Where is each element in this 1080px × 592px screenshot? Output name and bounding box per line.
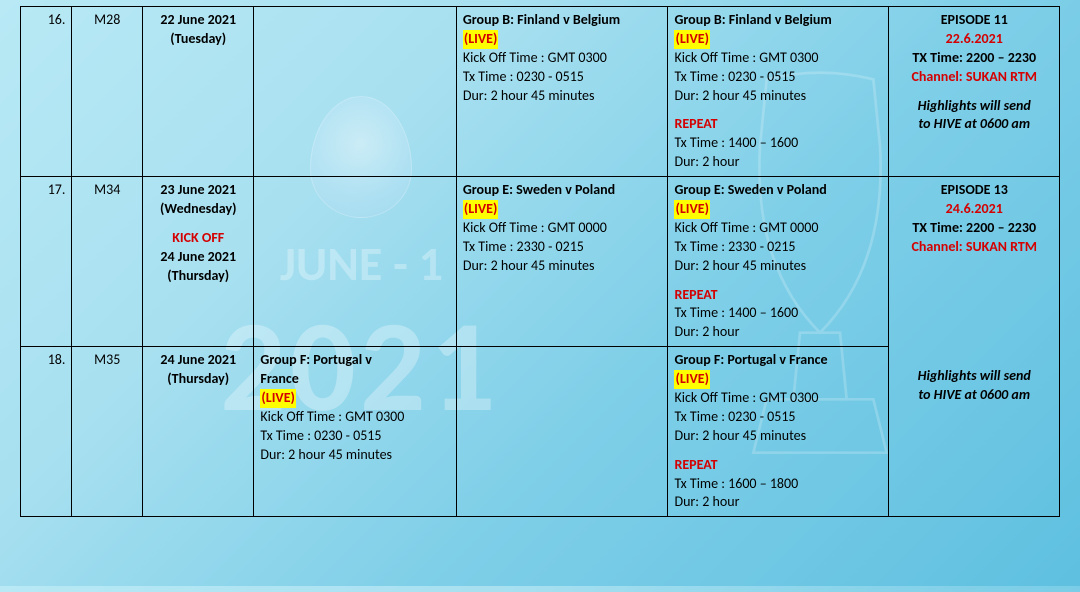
- duration: Dur: 2 hour 45 minutes: [260, 446, 449, 465]
- programme-col-2: [456, 347, 668, 517]
- match-title: Group F: Portugal v France: [674, 351, 882, 370]
- programme-col-3: Group B: Finland v Belgium (LIVE) Kick O…: [668, 7, 889, 177]
- kickoff-time: Kick Off Time : GMT 0300: [674, 389, 882, 408]
- episode-date: 24.6.2021: [895, 200, 1053, 219]
- tx-time: Tx Time : 0230 - 0515: [674, 68, 882, 87]
- programme-col-1: [254, 177, 456, 347]
- repeat-tx: Tx Time : 1400 – 1600: [674, 304, 882, 323]
- episode-note: Highlights will send: [895, 367, 1053, 386]
- repeat-label: REPEAT: [674, 286, 882, 305]
- episode-label: EPISODE 11: [895, 11, 1053, 30]
- match-code: M35: [72, 347, 143, 517]
- episode-tx: TX Time: 2200 – 2230: [895, 219, 1053, 238]
- live-badge: (LIVE): [463, 200, 498, 219]
- live-badge: (LIVE): [463, 30, 498, 49]
- date-line: 24 June 2021: [149, 248, 247, 267]
- match-title: Group E: Sweden v Poland: [674, 181, 882, 200]
- episode-note: Highlights will send: [895, 97, 1053, 116]
- repeat-dur: Dur: 2 hour: [674, 153, 882, 172]
- date-line: 23 June 2021: [149, 181, 247, 200]
- kickoff-time: Kick Off Time : GMT 0000: [674, 219, 882, 238]
- live-badge: (LIVE): [674, 200, 709, 219]
- programme-col-3: Group F: Portugal v France (LIVE) Kick O…: [668, 347, 889, 517]
- episode-note: to HIVE at 0600 am: [895, 386, 1053, 405]
- episode-date: 22.6.2021: [895, 30, 1053, 49]
- episode-channel: Channel: SUKAN RTM: [895, 68, 1053, 87]
- date-line: 24 June 2021: [149, 351, 247, 370]
- duration: Dur: 2 hour 45 minutes: [674, 427, 882, 446]
- episode-label: EPISODE 13: [895, 181, 1053, 200]
- duration: Dur: 2 hour 45 minutes: [674, 87, 882, 106]
- duration: Dur: 2 hour 45 minutes: [463, 257, 662, 276]
- repeat-dur: Dur: 2 hour: [674, 323, 882, 342]
- programme-col-1: Group F: Portugal v France (LIVE) Kick O…: [254, 347, 456, 517]
- repeat-label: REPEAT: [674, 456, 882, 475]
- match-title: Group E: Sweden v Poland: [463, 181, 662, 200]
- match-title: France: [260, 370, 449, 389]
- row-number: 17.: [21, 177, 72, 347]
- duration: Dur: 2 hour 45 minutes: [674, 257, 882, 276]
- match-code: M34: [72, 177, 143, 347]
- date-line: 22 June 2021: [149, 11, 247, 30]
- match-date: 22 June 2021 (Tuesday): [143, 7, 254, 177]
- date-day: (Thursday): [149, 370, 247, 389]
- tx-time: Tx Time : 0230 - 0515: [463, 68, 662, 87]
- table-row: 16. M28 22 June 2021 (Tuesday) Group B: …: [21, 7, 1060, 177]
- kickoff-time: Kick Off Time : GMT 0300: [463, 49, 662, 68]
- kickoff-time: Kick Off Time : GMT 0300: [260, 408, 449, 427]
- programme-col-2: Group B: Finland v Belgium (LIVE) Kick O…: [456, 7, 668, 177]
- episode-channel: Channel: SUKAN RTM: [895, 238, 1053, 257]
- repeat-label: REPEAT: [674, 115, 882, 134]
- match-code: M28: [72, 7, 143, 177]
- row-number: 18.: [21, 347, 72, 517]
- live-badge: (LIVE): [260, 389, 295, 408]
- row-number: 16.: [21, 7, 72, 177]
- date-day: (Thursday): [149, 267, 247, 286]
- repeat-tx: Tx Time : 1600 – 1800: [674, 475, 882, 494]
- tx-time: Tx Time : 2330 - 0215: [674, 238, 882, 257]
- tx-time: Tx Time : 0230 - 0515: [674, 408, 882, 427]
- programme-col-3: Group E: Sweden v Poland (LIVE) Kick Off…: [668, 177, 889, 347]
- tx-time: Tx Time : 2330 - 0215: [463, 238, 662, 257]
- match-date: 24 June 2021 (Thursday): [143, 347, 254, 517]
- match-date: 23 June 2021 (Wednesday) KICK OFF 24 Jun…: [143, 177, 254, 347]
- repeat-dur: Dur: 2 hour: [674, 493, 882, 512]
- kickoff-time: Kick Off Time : GMT 0300: [674, 49, 882, 68]
- live-badge: (LIVE): [674, 370, 709, 389]
- table-row: 17. M34 23 June 2021 (Wednesday) KICK OF…: [21, 177, 1060, 347]
- kickoff-time: Kick Off Time : GMT 0000: [463, 219, 662, 238]
- kickoff-label: KICK OFF: [149, 229, 247, 248]
- repeat-tx: Tx Time : 1400 – 1600: [674, 134, 882, 153]
- duration: Dur: 2 hour 45 minutes: [463, 87, 662, 106]
- programme-col-2: Group E: Sweden v Poland (LIVE) Kick Off…: [456, 177, 668, 347]
- live-badge: (LIVE): [674, 30, 709, 49]
- date-day: (Wednesday): [149, 200, 247, 219]
- episode-tx: TX Time: 2200 – 2230: [895, 49, 1053, 68]
- programme-col-1: [254, 7, 456, 177]
- episode-col: EPISODE 11 22.6.2021 TX Time: 2200 – 223…: [889, 7, 1060, 177]
- episode-col: EPISODE 13 24.6.2021 TX Time: 2200 – 223…: [889, 177, 1060, 517]
- date-day: (Tuesday): [149, 30, 247, 49]
- match-title: Group F: Portugal v: [260, 351, 449, 370]
- episode-note: to HIVE at 0600 am: [895, 115, 1053, 134]
- match-title: Group B: Finland v Belgium: [674, 11, 882, 30]
- schedule-table: 16. M28 22 June 2021 (Tuesday) Group B: …: [20, 6, 1060, 517]
- match-title: Group B: Finland v Belgium: [463, 11, 662, 30]
- tx-time: Tx Time : 0230 - 0515: [260, 427, 449, 446]
